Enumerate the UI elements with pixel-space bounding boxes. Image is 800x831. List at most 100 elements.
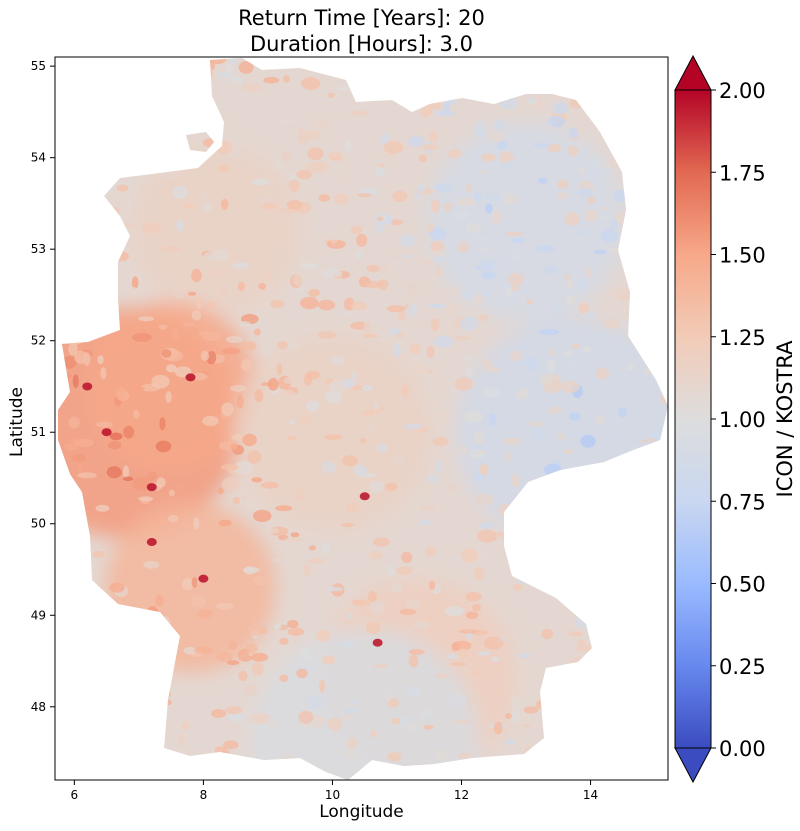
field-speckle: [566, 499, 585, 504]
field-speckle: [183, 646, 198, 655]
field-speckle: [538, 567, 554, 572]
field-speckle: [635, 166, 651, 178]
hotspot: [359, 492, 370, 501]
field-speckle: [471, 604, 482, 612]
field-speckle: [471, 235, 489, 241]
field-speckle: [435, 265, 443, 278]
field-speckle: [302, 129, 321, 141]
field-speckle: [416, 183, 426, 194]
field-speckle: [573, 665, 586, 675]
field-speckle: [638, 197, 652, 205]
field-speckle: [69, 297, 83, 302]
field-speckle: [394, 454, 405, 466]
field-speckle: [623, 203, 640, 208]
field-speckle: [335, 174, 353, 182]
field-speckle: [547, 359, 556, 373]
field-speckle: [143, 560, 160, 569]
field-speckle: [459, 354, 473, 364]
chart-title-line-1: Return Time [Years]: 20: [238, 6, 485, 30]
field-speckle: [564, 211, 580, 226]
field-speckle: [385, 482, 398, 491]
field-speckle: [63, 58, 78, 71]
field-speckle: [298, 710, 314, 724]
field-speckle: [598, 591, 614, 601]
field-speckle: [461, 68, 468, 75]
field-speckle: [650, 265, 660, 278]
field-speckle: [58, 339, 66, 346]
x-tick-label: 12: [454, 788, 469, 802]
field-speckle: [436, 89, 447, 97]
field-speckle: [543, 463, 562, 476]
field-speckle: [602, 169, 611, 177]
field-speckle: [253, 575, 270, 586]
field-speckle: [658, 613, 668, 626]
field-speckle: [296, 169, 312, 180]
field-speckle: [419, 258, 434, 266]
field-speckle: [218, 519, 232, 527]
colorbar-tick-label: 1.50: [719, 244, 766, 268]
x-tick-label: 10: [325, 788, 340, 802]
field-speckle: [120, 608, 131, 618]
field-speckle: [202, 201, 212, 213]
field-speckle: [459, 316, 479, 331]
field-speckle: [544, 121, 554, 126]
field-speckle: [497, 531, 504, 537]
field-speckle: [245, 643, 258, 654]
colorbar-tick-label: 2.00: [719, 79, 766, 103]
hotspot: [372, 638, 383, 647]
field-speckle: [614, 631, 622, 641]
field-speckle: [511, 695, 523, 710]
field-speckle: [146, 164, 164, 174]
field-speckle: [58, 611, 78, 622]
field-speckle: [397, 310, 406, 321]
field-speckle: [582, 346, 592, 353]
field-speckle: [480, 66, 496, 76]
field-speckle: [615, 111, 627, 120]
field-speckle: [567, 353, 578, 368]
field-speckle: [89, 250, 102, 260]
field-speckle: [89, 584, 103, 592]
field-speckle: [565, 279, 574, 289]
field-speckle: [386, 564, 395, 578]
field-speckle: [559, 497, 569, 502]
field-speckle: [424, 254, 436, 260]
field-speckle: [584, 580, 597, 589]
field-speckle: [316, 629, 331, 642]
field-speckle: [71, 453, 87, 462]
field-speckle: [593, 250, 607, 255]
field-speckle: [276, 363, 283, 376]
field-speckle: [429, 580, 436, 591]
field-speckle: [511, 474, 520, 488]
field-speckle: [435, 673, 450, 679]
field-speckle: [473, 567, 485, 580]
field-speckle: [610, 134, 630, 147]
field-speckle: [514, 658, 529, 665]
field-speckle: [131, 276, 139, 290]
field-speckle: [642, 666, 658, 672]
field-speckle: [625, 489, 633, 502]
field-speckle: [283, 377, 295, 384]
field-speckle: [238, 670, 248, 682]
field-speckle: [279, 674, 289, 683]
field-speckle: [136, 746, 145, 756]
field-speckle: [644, 630, 658, 641]
field-speckle: [457, 752, 472, 759]
field-speckle: [350, 225, 363, 235]
field-speckle: [108, 619, 120, 624]
field-speckle: [318, 299, 336, 311]
field-speckle: [568, 128, 579, 139]
ratio-field: [58, 58, 668, 780]
field-speckle: [373, 537, 390, 547]
field-speckle: [534, 426, 543, 440]
field-speckle: [275, 505, 293, 512]
field-speckle: [621, 547, 641, 553]
field-speckle: [508, 710, 521, 723]
field-speckle: [327, 717, 343, 732]
field-speckle: [74, 438, 94, 448]
field-speckle: [456, 446, 468, 454]
field-speckle: [82, 610, 103, 617]
field-speckle: [289, 179, 300, 192]
field-speckle: [337, 640, 356, 648]
field-speckle: [636, 121, 650, 132]
field-speckle: [171, 328, 180, 340]
